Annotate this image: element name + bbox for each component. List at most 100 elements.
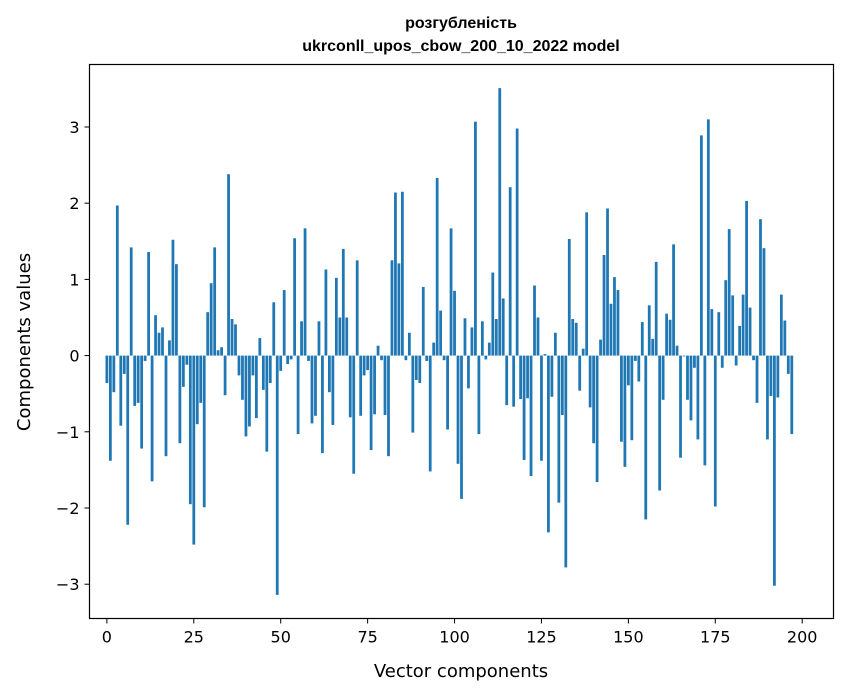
bar [581,348,585,356]
bar [366,355,370,371]
bar [154,315,157,356]
bar [474,121,477,356]
bar [560,355,564,416]
bar [414,355,418,380]
bar [227,174,230,356]
bar [192,355,196,545]
bar [686,355,689,400]
bar [188,355,192,505]
bar [616,290,620,356]
bar [209,283,213,356]
bar [487,342,491,356]
plot-frame [88,63,835,620]
bar [195,355,199,425]
x-axis-label: Vector components [374,661,548,682]
bar [171,239,175,356]
bar [181,355,185,387]
bar [147,251,150,356]
bar [731,295,735,356]
bar [613,277,616,356]
bar [550,355,554,397]
bar [168,340,171,356]
bar [501,298,505,356]
bar [536,317,540,356]
bar [745,200,748,356]
bar [307,355,310,361]
bar [237,355,241,376]
bar [140,355,144,449]
bar [230,319,234,356]
bar [505,355,509,406]
bar [693,355,696,368]
bar [491,272,495,356]
bar [446,355,449,430]
bar [334,277,338,356]
bar [261,355,265,390]
bar [595,355,599,483]
y-axis-ticks: −3 −2 −1 0 1 2 3 [56,118,90,594]
bar [258,338,262,356]
bar [199,355,203,403]
bar [700,135,703,356]
bar [456,355,460,464]
bar [640,322,644,356]
bar [592,355,595,444]
bar [272,302,276,356]
bar [202,355,206,508]
x-tick-label: 25 [184,628,204,647]
bar [435,178,439,356]
x-tick-label: 75 [357,628,377,647]
bar [672,244,675,356]
bar [317,321,321,356]
bar [293,238,297,356]
bar [175,264,178,356]
bar [136,355,140,403]
bar [564,355,568,568]
bar [620,355,623,442]
bar [460,355,463,499]
bar [477,355,481,435]
bar [463,318,467,356]
bar [401,191,404,356]
y-tick-label: 2 [69,194,79,213]
bar [571,319,575,356]
bar [484,355,488,360]
bar [682,355,686,357]
bar [543,354,547,356]
x-tick-label: 175 [700,628,731,647]
bar [373,355,376,415]
chart-subtitle: ukrconll_upos_cbow_200_10_2022 model [302,38,619,55]
bar [143,355,147,361]
x-tick-label: 100 [439,628,470,647]
bar [467,355,470,389]
bar [533,285,536,356]
bar-series [105,88,794,595]
bar [724,280,728,356]
bar [529,355,533,476]
bar [115,205,119,356]
bar [421,287,425,356]
bar [786,355,790,374]
bar [352,355,356,474]
bar [776,355,780,398]
bar [407,332,411,356]
bar [133,355,137,406]
x-tick-label: 50 [271,628,291,647]
bar [553,332,557,356]
bar [442,355,446,361]
bar [494,319,498,356]
bar [105,355,109,384]
bar [727,229,731,356]
bar [651,338,655,356]
bar [376,345,380,356]
bar [112,355,116,393]
x-axis-ticks: 0 25 50 75 100 125 150 175 200 [102,618,817,647]
bar [404,355,408,361]
bar [717,312,721,356]
bar [418,355,422,384]
bar [206,312,210,356]
bar [599,339,602,356]
bar [734,355,738,366]
bar [790,355,794,435]
y-tick-label: −1 [56,423,80,442]
